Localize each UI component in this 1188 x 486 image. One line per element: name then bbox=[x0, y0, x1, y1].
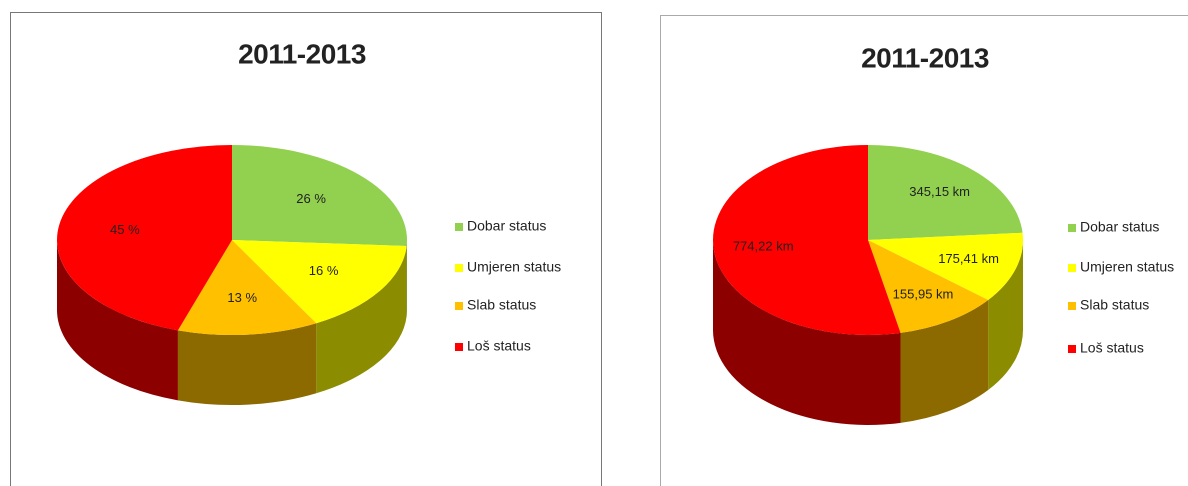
legend-swatch bbox=[455, 264, 463, 272]
legend-label: Slab status bbox=[467, 297, 536, 313]
legend-label: Dobar status bbox=[1080, 219, 1159, 235]
pie-side bbox=[988, 240, 1023, 391]
data-label: 45 % bbox=[110, 222, 140, 237]
pie-side bbox=[713, 240, 901, 425]
legend-label: Loš status bbox=[467, 338, 531, 354]
pie-slice bbox=[868, 232, 1024, 301]
legend-swatch bbox=[1068, 302, 1076, 310]
pie-slice bbox=[56, 145, 232, 331]
legend-swatch bbox=[455, 343, 463, 351]
legend-label: Dobar status bbox=[467, 218, 546, 234]
legend-swatch bbox=[455, 302, 463, 310]
legend-swatch bbox=[1068, 264, 1076, 272]
legend-label: Umjeren status bbox=[1080, 259, 1174, 275]
legend-swatch bbox=[1068, 345, 1076, 353]
legend-label: Loš status bbox=[1080, 340, 1144, 356]
pie-slice bbox=[177, 240, 317, 335]
data-label: 175,41 km bbox=[938, 251, 999, 266]
data-label: 155,95 km bbox=[893, 287, 954, 302]
pie-side bbox=[57, 240, 178, 401]
pie-slice bbox=[232, 145, 407, 246]
pie-slice bbox=[232, 240, 407, 324]
legend-label: Umjeren status bbox=[467, 259, 561, 275]
data-label: 13 % bbox=[227, 290, 257, 305]
pie-slice bbox=[868, 145, 1023, 240]
data-label: 26 % bbox=[296, 191, 326, 206]
data-label: 345,15 km bbox=[909, 184, 970, 199]
data-label: 16 % bbox=[309, 263, 339, 278]
legend-label: Slab status bbox=[1080, 297, 1149, 313]
pie-side bbox=[177, 323, 317, 406]
pie-side bbox=[900, 300, 989, 423]
legend-swatch bbox=[455, 223, 463, 231]
chart-title: 2011-2013 bbox=[861, 42, 989, 73]
data-label: 774,22 km bbox=[733, 238, 794, 253]
pie-side bbox=[316, 245, 407, 394]
legend-swatch bbox=[1068, 224, 1076, 232]
pie-slice bbox=[868, 240, 989, 333]
pie-slice bbox=[713, 145, 901, 335]
chart-title: 2011-2013 bbox=[238, 38, 366, 69]
